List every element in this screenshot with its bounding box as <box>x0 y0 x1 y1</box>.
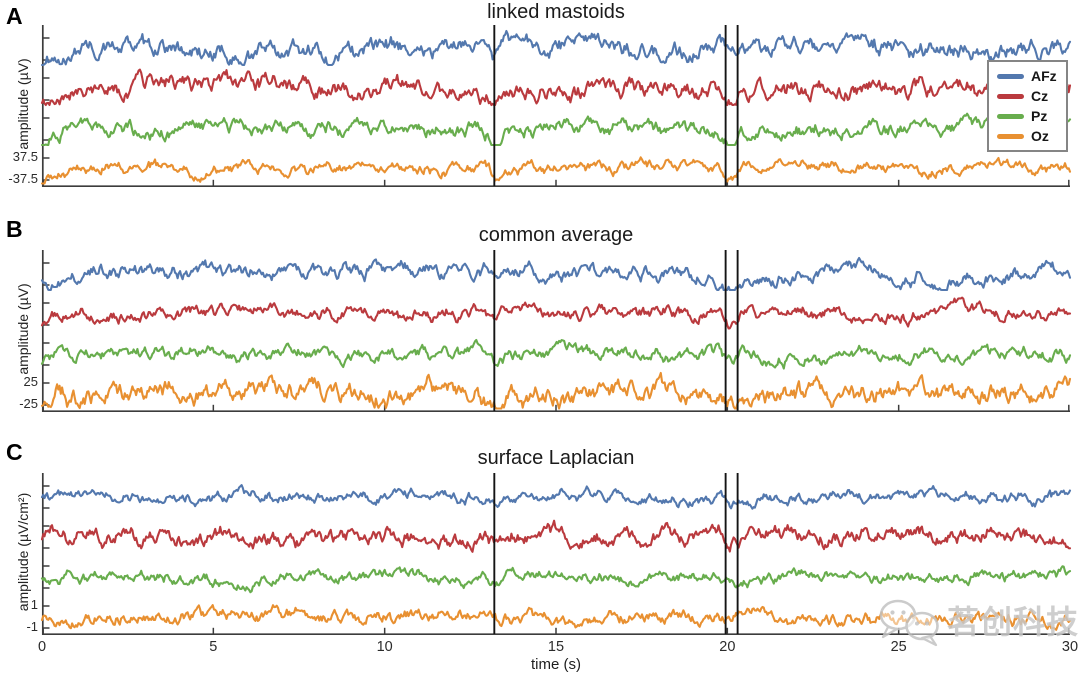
panel-label-b: B <box>6 216 23 242</box>
eeg-trace-oz <box>40 156 1072 185</box>
eeg-trace-cz <box>40 296 1072 330</box>
panel-label-c: C <box>6 439 23 465</box>
legend-entry: AFz <box>997 69 1057 83</box>
eeg-trace-pz <box>40 565 1072 594</box>
eeg-plot-surface-laplacian <box>40 473 1072 636</box>
legend-entry: Pz <box>997 109 1057 123</box>
eeg-trace-cz <box>40 68 1072 107</box>
eeg-trace-pz <box>40 338 1072 370</box>
legend-entry: Cz <box>997 89 1057 103</box>
eeg-trace-oz <box>40 371 1072 410</box>
eeg-trace-afz <box>40 29 1072 67</box>
y-tick-label-c-high: 1 <box>30 597 38 612</box>
legend-label: Cz <box>1031 88 1049 104</box>
x-tick-label: 30 <box>1061 639 1079 655</box>
legend-line-swatch <box>997 133 1024 139</box>
x-tick-label: 20 <box>719 639 736 655</box>
x-tick-label: 25 <box>890 639 907 655</box>
legend-line-swatch <box>997 113 1024 119</box>
eeg-trace-cz <box>40 519 1072 553</box>
x-tick-label: 5 <box>209 639 218 655</box>
eeg-trace-afz <box>40 256 1072 292</box>
eeg-trace-oz <box>40 604 1072 631</box>
y-tick-label-a-low: -37.5 <box>8 171 38 186</box>
x-axis-label: time (s) <box>531 656 581 673</box>
y-tick-label-b-high: 25 <box>23 374 38 389</box>
channel-legend: AFz Cz Pz Oz <box>987 60 1068 152</box>
x-tick-label: 15 <box>547 639 565 655</box>
eeg-plot-linked-mastoids <box>40 25 1072 188</box>
y-tick-label-b-low: -25 <box>19 396 38 411</box>
panel-title-a: linked mastoids <box>487 1 625 23</box>
y-tick-label-a-high: 37.5 <box>12 149 38 164</box>
panel-title-c: surface Laplacian <box>477 447 635 469</box>
panel-title-b: common average <box>478 224 634 246</box>
legend-label: Pz <box>1031 108 1048 124</box>
eeg-trace-pz <box>40 112 1072 147</box>
legend-line-swatch <box>997 93 1024 99</box>
x-tick-label: 10 <box>376 639 393 655</box>
eeg-plot-common-average <box>40 250 1072 413</box>
panel-label-a: A <box>6 3 23 29</box>
legend-label: Oz <box>1031 128 1049 144</box>
x-tick-label: 0 <box>37 639 47 655</box>
y-tick-label-c-low: -1 <box>26 619 38 634</box>
legend-label: AFz <box>1031 68 1057 84</box>
eeg-trace-afz <box>40 484 1072 510</box>
legend-line-swatch <box>997 73 1024 79</box>
legend-entry: Oz <box>997 129 1057 143</box>
